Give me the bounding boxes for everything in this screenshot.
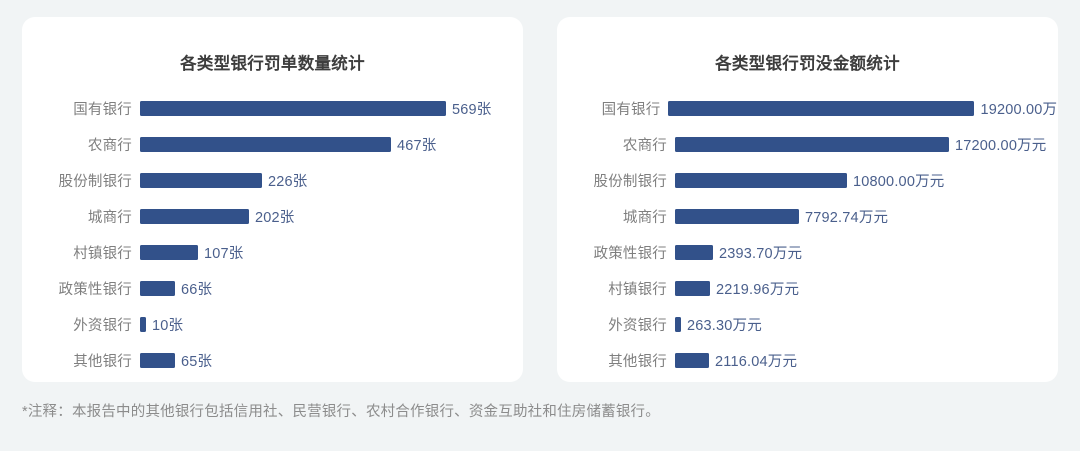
bar-value-label: 202张 [255,209,295,226]
bar-value-label: 10800.00万元 [853,173,945,190]
bar-row: 其他银行 2116.04万元 [557,342,1048,378]
bar-track: 10800.00万元 [675,170,1048,191]
bar-row: 城商行 7792.74万元 [557,198,1048,234]
bar [675,136,949,152]
bar-value-label: 263.30万元 [687,317,762,334]
bar-category-label: 国有银行 [73,101,132,118]
bar-value-label: 107张 [204,245,244,262]
bar-value-label: 226张 [268,173,308,190]
bar [140,100,446,116]
charts-container: 各类型银行罚单数量统计 国有银行 569张农商行 467张股份制银行 226张城商行 2… [22,17,1058,382]
bar-track: 65张 [140,350,513,371]
bar-category-label: 村镇银行 [608,281,667,298]
bar-row: 村镇银行 2219.96万元 [557,270,1048,306]
bar-row: 外资银行 10张 [22,306,513,342]
bar [675,208,799,224]
chart-title-penalty-count: 各类型银行罚单数量统计 [180,55,365,73]
bar [140,316,146,332]
bar-category-label: 外资银行 [608,317,667,334]
bar-row: 农商行 17200.00万元 [557,126,1048,162]
bar [140,136,391,152]
bar-value-label: 7792.74万元 [805,209,889,226]
bar [675,316,681,332]
bar-value-label: 569张 [452,101,492,118]
bar-value-label: 17200.00万元 [955,137,1047,154]
footnote-text: *注释：本报告中的其他银行包括信用社、民营银行、农村合作银行、资金互助社和住房储… [22,404,660,420]
bar-category-label: 农商行 [87,137,132,154]
bar-category-label: 其他银行 [73,353,132,370]
bar [675,172,847,188]
bar-track: 7792.74万元 [675,206,1048,227]
bar-track: 467张 [140,134,513,155]
bar-category-label: 股份制银行 [593,173,667,190]
bar-track: 17200.00万元 [675,134,1048,155]
bar-track: 202张 [140,206,513,227]
bar [675,352,709,368]
bar-row: 股份制银行 226张 [22,162,513,198]
bar-value-label: 66张 [181,281,213,298]
chart-card-penalty-amount: 各类型银行罚没金额统计 国有银行 19200.00万元农商行 17200.00万元股… [557,17,1058,382]
bar-row: 政策性银行 2393.70万元 [557,234,1048,270]
bar-track: 226张 [140,170,513,191]
bar [140,352,175,368]
bar-track: 10张 [140,314,513,335]
bar-category-label: 外资银行 [73,317,132,334]
bar-track: 66张 [140,278,513,299]
bar-category-label: 农商行 [622,137,667,154]
bar-track: 107张 [140,242,513,263]
bar-value-label: 467张 [397,137,437,154]
chart-card-penalty-count: 各类型银行罚单数量统计 国有银行 569张农商行 467张股份制银行 226张城商行 2… [22,17,523,382]
bar-value-label: 65张 [181,353,213,370]
bar-category-label: 国有银行 [601,101,661,118]
bar-row: 股份制银行 10800.00万元 [557,162,1048,198]
bar-row: 村镇银行 107张 [22,234,513,270]
bar-value-label: 2116.04万元 [715,353,798,370]
bar [140,172,262,188]
bar-row: 国有银行 19200.00万元 [557,90,1058,126]
chart-title-penalty-amount: 各类型银行罚没金额统计 [715,55,900,73]
bar-row: 农商行 467张 [22,126,513,162]
bar [675,280,710,296]
bar-value-label: 19200.00万元 [980,101,1058,118]
bar-track: 2219.96万元 [675,278,1048,299]
bar-category-label: 政策性银行 [593,245,667,262]
bar-row: 政策性银行 66张 [22,270,513,306]
bar-track: 2116.04万元 [675,350,1048,371]
bar [668,100,975,116]
bar-track: 19200.00万元 [668,98,1058,119]
bar-category-label: 城商行 [87,209,132,226]
bar-row: 城商行 202张 [22,198,513,234]
bar-category-label: 其他银行 [608,353,667,370]
bar-value-label: 2219.96万元 [716,281,800,298]
bar-category-label: 股份制银行 [58,173,132,190]
bar [140,208,249,224]
bar-category-label: 城商行 [622,209,667,226]
bar-row: 其他银行 65张 [22,342,513,378]
bar [140,244,198,260]
bar-value-label: 10张 [152,317,184,334]
bar-category-label: 村镇银行 [73,245,132,262]
bar-track: 263.30万元 [675,314,1048,335]
bar [140,280,175,296]
bar-rows-penalty-count: 国有银行 569张农商行 467张股份制银行 226张城商行 202张村镇银行 107张政… [22,90,523,378]
bar-category-label: 政策性银行 [58,281,132,298]
bar-track: 569张 [140,98,513,119]
bar [675,244,713,260]
bar-track: 2393.70万元 [675,242,1048,263]
bar-row: 外资银行 263.30万元 [557,306,1048,342]
bar-row: 国有银行 569张 [22,90,513,126]
bar-value-label: 2393.70万元 [719,245,803,262]
